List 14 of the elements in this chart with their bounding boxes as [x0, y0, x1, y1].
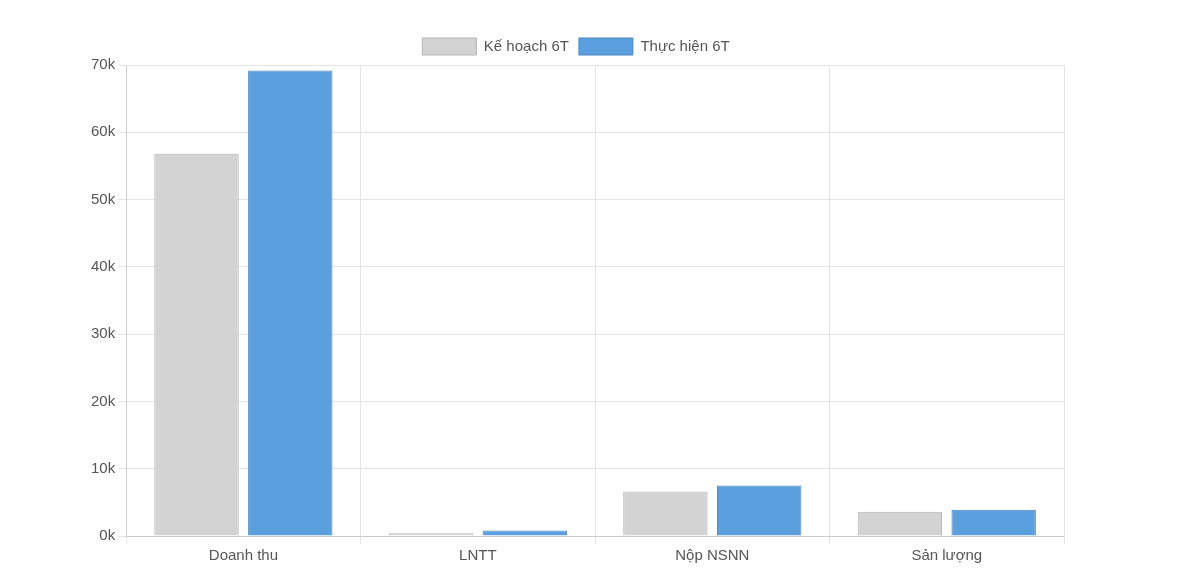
y-tick-label: 50k	[91, 189, 116, 207]
y-tick-label: 30k	[91, 324, 116, 342]
legend-label: Thực hiện 6T	[640, 36, 730, 54]
x-tick-label: LNTT	[459, 546, 497, 564]
x-tick-label: Nộp NSNN	[675, 546, 750, 564]
y-tick-label: 60k	[91, 122, 116, 140]
x-tick-label: Doanh thu	[208, 546, 279, 564]
legend-label: Kế hoạch 6T	[483, 36, 569, 54]
y-tick-label: 40k	[91, 257, 116, 274]
y-tick-label: 0k	[99, 526, 116, 544]
y-tick-label: 20k	[91, 391, 116, 409]
y-tick-label: 70k	[91, 55, 116, 73]
x-tick-label: Sản lượng	[911, 546, 983, 564]
y-tick-label: 10k	[91, 458, 116, 476]
